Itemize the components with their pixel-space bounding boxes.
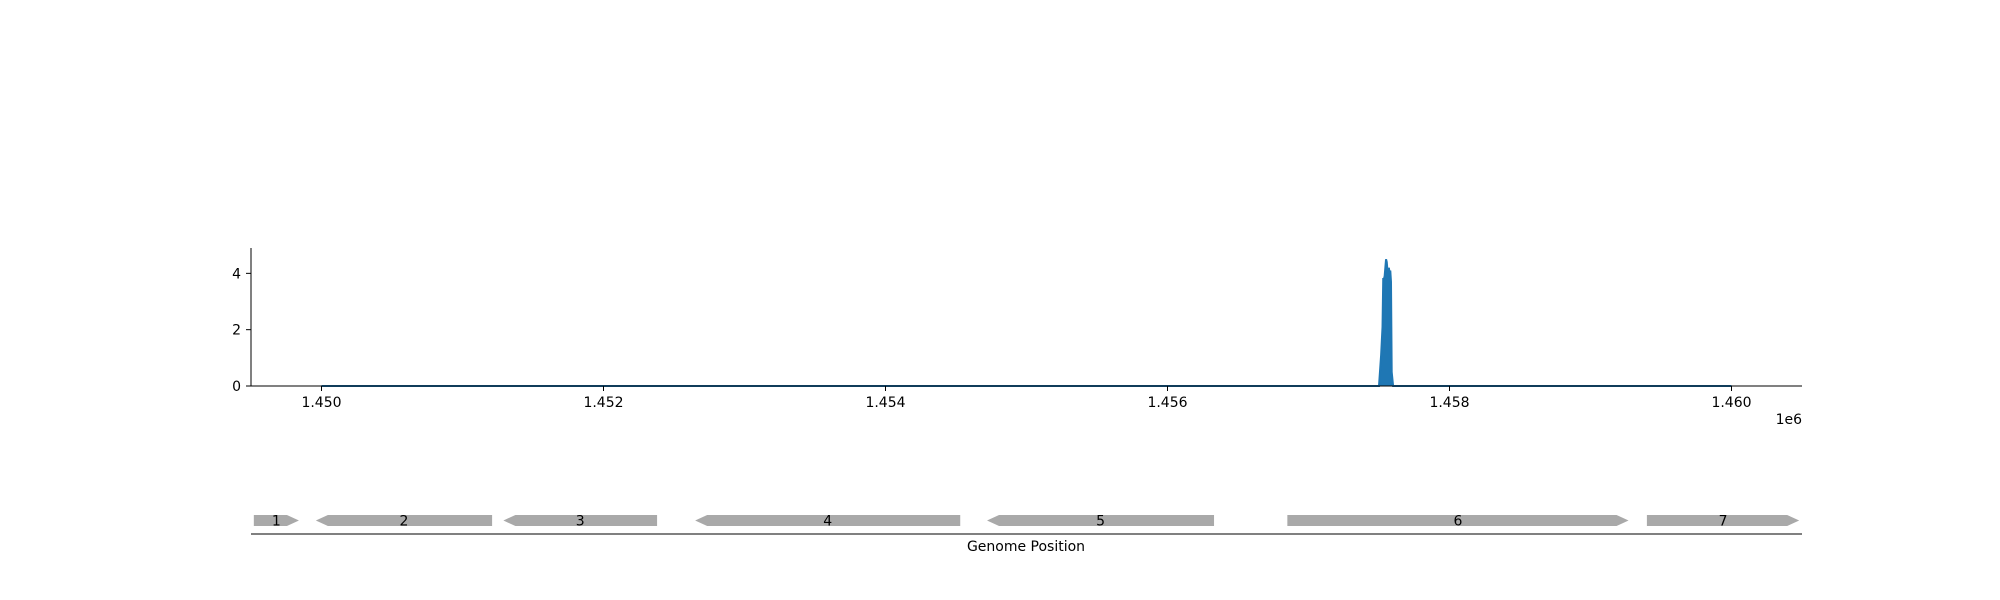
y-tick-label: 4	[232, 266, 241, 282]
gene-map-xlabel: Genome Position	[967, 539, 1085, 555]
x-tick-label: 1.460	[1711, 395, 1751, 411]
gene-arrow-1	[253, 515, 299, 526]
coverage-area-fill-0	[321, 259, 1732, 386]
gene-label-1: 1	[272, 514, 281, 530]
gene-arrow-2	[315, 515, 493, 526]
x-ticks: 1.450 1.452 1.454 1.456 1.458 1.460	[301, 386, 1752, 411]
gene-arrow-7	[1646, 515, 1800, 526]
gene-label-6: 6	[1453, 514, 1462, 530]
x-tick-label: 1.454	[865, 395, 905, 411]
coverage-line-0	[321, 259, 1732, 387]
coverage-area-series	[321, 259, 1732, 387]
gene-arrow-4	[695, 515, 961, 526]
gene-label-7: 7	[1719, 514, 1728, 530]
x-tick-label: 1.458	[1429, 395, 1469, 411]
gene-arrow-3	[503, 515, 658, 526]
gene-map: 1 2 3 4 5 6 7 Genome Position	[251, 514, 1802, 555]
gene-label-5: 5	[1096, 514, 1105, 530]
gene-label-3: 3	[576, 514, 585, 530]
x-tick-label: 1.450	[301, 395, 341, 411]
x-tick-label: 1.456	[1147, 395, 1187, 411]
gene-arrow-5	[987, 515, 1215, 526]
y-tick-label: 0	[232, 379, 241, 395]
gene-label-2: 2	[400, 514, 409, 530]
gene-arrows: 1 2 3 4 5 6 7	[253, 514, 1800, 530]
x-offset-label: 1e6	[1776, 412, 1803, 428]
coverage-plot: 1.450 1.452 1.454 1.456 1.458 1.460 0 2 4 1e6	[232, 248, 1802, 428]
gene-arrow-6	[1287, 515, 1629, 526]
gene-label-4: 4	[823, 514, 832, 530]
y-ticks: 0 2 4	[232, 266, 251, 395]
y-tick-label: 2	[232, 323, 241, 339]
x-tick-label: 1.452	[583, 395, 623, 411]
